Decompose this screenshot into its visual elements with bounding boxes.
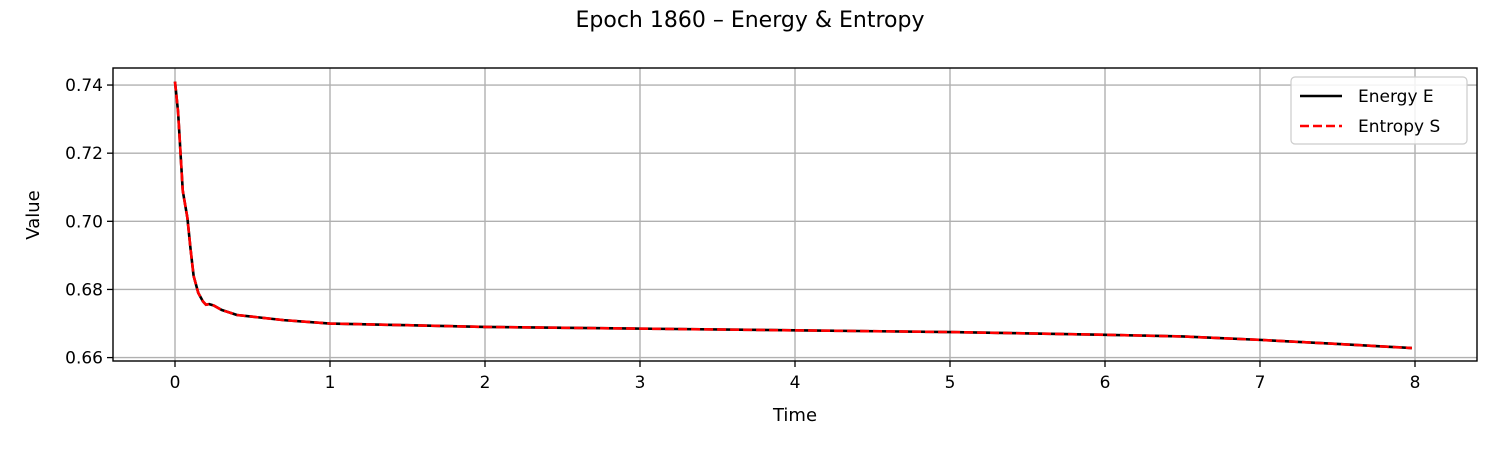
- y-tick-label: 0.70: [65, 212, 103, 232]
- chart-title: Epoch 1860 – Energy & Entropy: [576, 8, 925, 33]
- legend-label-energy: Energy E: [1358, 87, 1434, 107]
- x-tick-label: 0: [170, 373, 181, 393]
- legend-label-entropy: Entropy S: [1358, 117, 1440, 137]
- series-line-entropy: [173, 81, 1412, 350]
- x-tick-label: 2: [480, 373, 491, 393]
- grid: [113, 68, 1477, 361]
- series-line-energy: [173, 81, 1412, 350]
- x-tick-label: 5: [945, 373, 956, 393]
- x-tick-label: 1: [325, 373, 336, 393]
- x-tick-label: 8: [1410, 373, 1421, 393]
- y-tick-label: 0.66: [65, 349, 103, 369]
- y-tick-label: 0.74: [65, 76, 103, 96]
- x-tick-label: 4: [790, 373, 801, 393]
- x-axis-label: Time: [772, 405, 817, 426]
- legend: Energy E Entropy S: [1290, 76, 1468, 145]
- y-tick-label: 0.72: [65, 144, 103, 164]
- x-tick-label: 7: [1255, 373, 1266, 393]
- series-layer: [173, 81, 1412, 350]
- x-tick-label: 3: [635, 373, 646, 393]
- x-axis: 0 1 2 3 4 5 6 7 8: [170, 361, 1421, 393]
- y-tick-label: 0.68: [65, 280, 103, 300]
- x-tick-label: 6: [1100, 373, 1111, 393]
- y-axis: 0.66 0.68 0.70 0.72 0.74: [65, 76, 113, 369]
- y-axis-label: Value: [23, 190, 44, 239]
